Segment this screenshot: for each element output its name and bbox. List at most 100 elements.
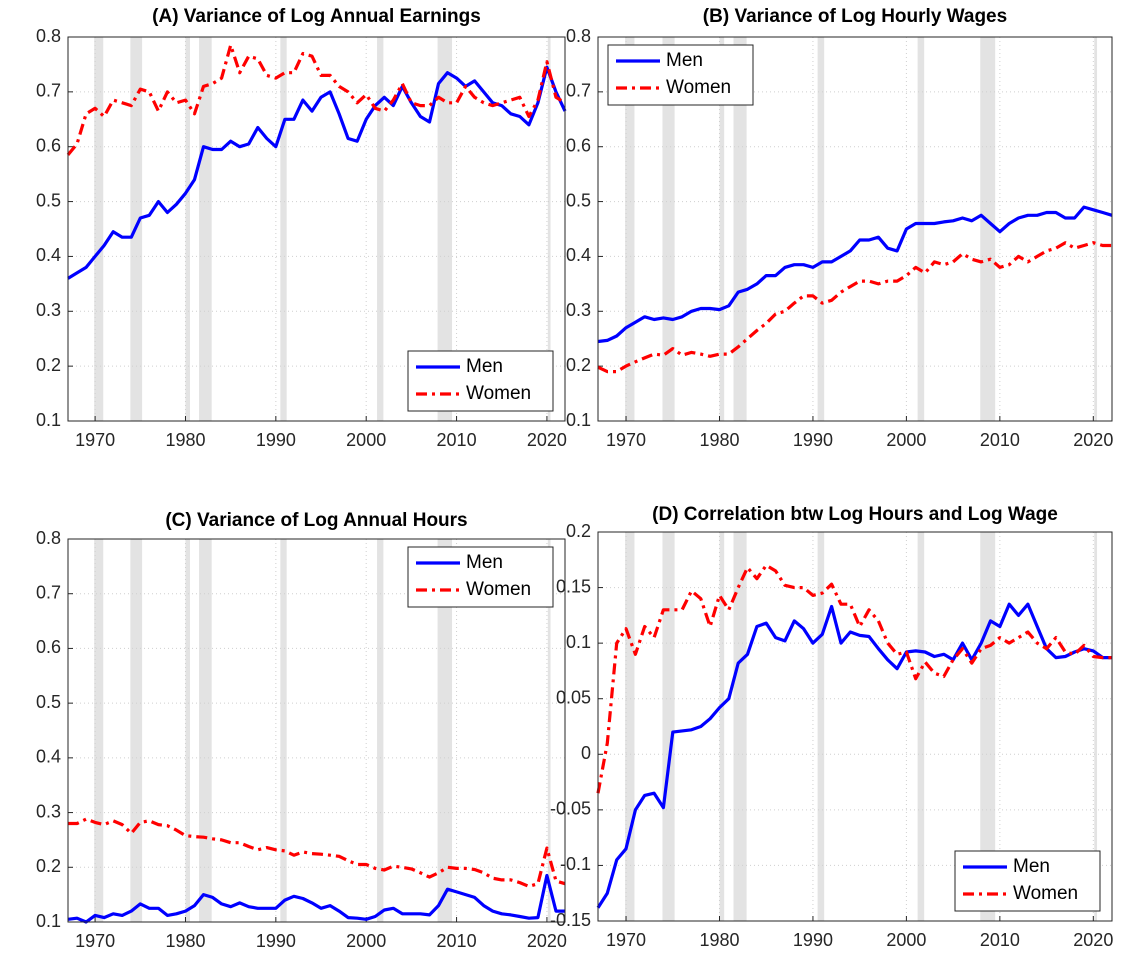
- y-tick-label: 0.1: [566, 410, 591, 430]
- chart-title: (D) Correlation btw Log Hours and Log Wa…: [652, 504, 1058, 525]
- recession-band: [377, 37, 384, 421]
- y-tick-label: 0.3: [566, 300, 591, 320]
- x-tick-label: 2000: [346, 931, 386, 951]
- x-tick-label: 2010: [437, 931, 477, 951]
- legend: Men Women: [407, 350, 554, 412]
- legend: Men Women: [607, 44, 754, 106]
- x-tick-label: 1970: [75, 931, 115, 951]
- legend-label: Men: [466, 552, 503, 573]
- recession-band: [185, 539, 190, 922]
- series-line: [597, 241, 1112, 374]
- y-tick-label: 0.7: [566, 81, 591, 101]
- recession-band: [280, 539, 287, 922]
- y-tick-label: -0.15: [550, 910, 591, 930]
- recession-band: [130, 539, 143, 922]
- recession-band: [437, 539, 453, 922]
- legend-label: Men: [666, 50, 703, 71]
- recession-band: [625, 37, 635, 421]
- legend-label: Women: [466, 579, 531, 600]
- x-tick-label: 2020: [1073, 430, 1113, 450]
- series-line: [67, 65, 567, 280]
- panel: 0.1 0.2 0.3 0.4 0.5 0.6 0.7 0.8 1970 1980 1990 2000…: [566, 6, 1113, 450]
- legend: Men Women: [954, 850, 1101, 912]
- x-tick-label: 2000: [346, 430, 386, 450]
- x-tick-label: 2010: [980, 930, 1020, 950]
- x-tick-label: 1990: [256, 931, 296, 951]
- panel: 0.1 0.2 0.3 0.4 0.5 0.6 0.7 0.8 1970 1980 1990 2000…: [36, 6, 567, 450]
- legend-label: Women: [466, 383, 531, 404]
- x-tick-label: 2020: [527, 430, 567, 450]
- x-tick-label: 2010: [437, 430, 477, 450]
- x-tick-label: 1990: [256, 430, 296, 450]
- x-tick-label: 1970: [606, 930, 646, 950]
- y-tick-label: 0.2: [36, 856, 61, 876]
- x-tick-label: 1980: [699, 930, 739, 950]
- x-tick-label: 1970: [606, 430, 646, 450]
- chart-title: (B) Variance of Log Hourly Wages: [703, 6, 1007, 27]
- x-tick-label: 2020: [1073, 930, 1113, 950]
- recession-band: [917, 532, 925, 921]
- x-tick-label: 1980: [699, 430, 739, 450]
- y-tick-label: 0.1: [36, 410, 61, 430]
- series-line: [596, 602, 1112, 909]
- recession-band: [94, 539, 104, 922]
- y-tick-label: 0.5: [36, 190, 61, 210]
- recession-band: [662, 532, 675, 921]
- recession-band: [1094, 37, 1098, 421]
- recession-band: [719, 37, 725, 421]
- chart-title: (C) Variance of Log Annual Hours: [165, 510, 467, 531]
- legend: Men Women: [407, 546, 554, 608]
- recession-band: [917, 37, 925, 421]
- axes-box: [67, 36, 566, 422]
- recession-band: [437, 37, 453, 421]
- y-tick-label: 0.3: [36, 801, 61, 821]
- y-tick-label: 0.6: [36, 637, 61, 657]
- recession-band: [733, 37, 747, 421]
- recession-band: [547, 539, 551, 922]
- legend-label: Men: [1013, 856, 1050, 877]
- legend-box: [607, 44, 754, 106]
- panel: -0.15 -0.1 -0.05 0 0.05 0.1 0.15 0.2 1970 1980 199…: [550, 504, 1113, 950]
- y-tick-label: 0: [581, 743, 591, 763]
- x-tick-label: 2000: [886, 930, 926, 950]
- x-tick-label: 1970: [75, 430, 115, 450]
- legend-box: [407, 350, 554, 412]
- series-line: [596, 563, 1112, 794]
- legend-label: Men: [466, 356, 503, 377]
- y-tick-label: -0.05: [550, 799, 591, 819]
- x-tick-label: 2000: [886, 430, 926, 450]
- legend-label: Women: [1013, 883, 1078, 904]
- recession-band: [94, 37, 104, 421]
- chart-title: (A) Variance of Log Annual Earnings: [152, 6, 481, 27]
- y-tick-label: 0.1: [36, 911, 61, 931]
- y-tick-label: 0.5: [566, 190, 591, 210]
- recession-band: [719, 532, 725, 921]
- y-tick-label: 0.4: [566, 245, 591, 265]
- y-tick-label: 0.8: [566, 26, 591, 46]
- y-tick-label: 0.15: [556, 576, 591, 596]
- series-line: [68, 817, 566, 889]
- recession-band: [980, 532, 996, 921]
- y-tick-label: 0.8: [36, 528, 61, 548]
- legend-box: [407, 546, 554, 608]
- recession-band: [817, 37, 825, 421]
- series-line: [66, 43, 566, 156]
- recession-band: [377, 539, 384, 922]
- y-tick-label: -0.1: [560, 854, 591, 874]
- recession-band: [199, 539, 212, 922]
- series-line: [597, 205, 1113, 344]
- recession-band: [280, 37, 287, 421]
- y-tick-label: 0.6: [566, 135, 591, 155]
- recession-band: [1094, 532, 1098, 921]
- x-tick-label: 2010: [980, 430, 1020, 450]
- recession-band: [547, 37, 551, 421]
- recession-band: [980, 37, 996, 421]
- y-tick-label: 0.2: [566, 355, 591, 375]
- y-tick-label: 0.7: [36, 582, 61, 602]
- axes-box: [597, 531, 1113, 922]
- x-tick-label: 1980: [165, 430, 205, 450]
- y-tick-label: 0.2: [566, 521, 591, 541]
- x-tick-label: 1980: [165, 931, 205, 951]
- y-tick-label: 0.4: [36, 747, 61, 767]
